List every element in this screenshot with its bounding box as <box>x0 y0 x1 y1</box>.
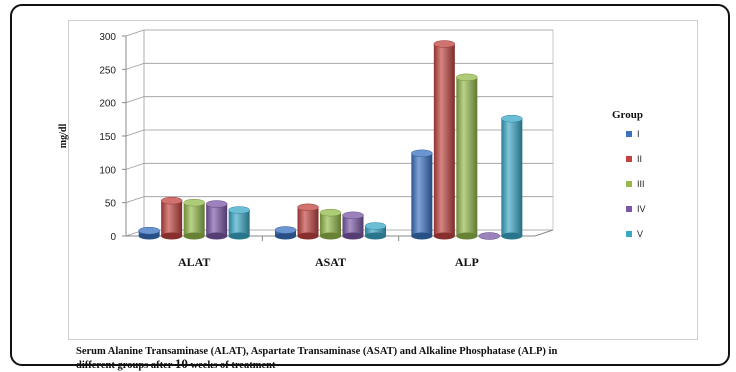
bar-top-ALAT-I <box>138 226 160 235</box>
y-tick-label: 50 <box>105 199 117 210</box>
bar-ALAT-V <box>228 210 250 236</box>
figure-caption: Serum Alanine Transaminase (ALAT), Aspar… <box>76 346 736 372</box>
bar-top-ALP-II <box>433 40 456 48</box>
bar-ALAT-III <box>183 202 205 236</box>
bar-base-ASAT-IV <box>342 232 364 240</box>
figure-frame: Serum Alanine Transaminase (ALAT), Aspar… <box>10 4 730 371</box>
bar-top-ALP-V <box>501 114 523 123</box>
legend-swatch-III <box>626 181 632 187</box>
bar-base-ALP-I <box>411 232 433 240</box>
y-tick-label: 0 <box>110 232 116 243</box>
bar-top-ALAT-II <box>160 196 183 205</box>
bar-ASAT-IV <box>342 215 364 236</box>
bar-ALP-V <box>501 118 523 236</box>
bar-ALP-I <box>411 153 433 236</box>
bar-base-ASAT-V <box>365 232 386 240</box>
bar-base-ALAT-I <box>138 232 160 240</box>
bar-base-ALAT-III <box>183 232 205 240</box>
legend-label-IV: IV <box>637 204 646 214</box>
gridline-side <box>125 29 145 37</box>
bar-base-ALP-V <box>501 232 523 240</box>
y-tick-label: 250 <box>99 65 116 76</box>
bar-top-ASAT-IV <box>342 211 364 220</box>
bar-top-ALP-I <box>411 149 433 158</box>
legend-label-I: I <box>637 129 640 139</box>
legend-swatch-V <box>626 231 632 237</box>
gridline-side <box>125 129 145 137</box>
caption-weeks-number: 10 <box>174 356 188 371</box>
bar-base-ALAT-IV <box>206 232 228 240</box>
caption-line-1: Serum Alanine Transaminase (ALAT), Aspar… <box>76 346 558 357</box>
caption-line-2: different groups after 10 weeks of treat… <box>76 356 736 372</box>
bar-top-ALP-IV <box>478 232 501 240</box>
legend-swatch-IV <box>626 206 632 212</box>
bar-top-ALAT-IV <box>205 200 228 208</box>
bar-base-ALAT-V <box>228 232 250 240</box>
caption-line-2-suffix: weeks of treatment <box>187 360 276 371</box>
legend-swatch-I <box>626 131 632 137</box>
y-tick-label: 100 <box>99 165 116 176</box>
chart-area-box <box>68 20 698 340</box>
gridline-side <box>125 162 145 170</box>
bar-base-ALP-III <box>456 232 478 240</box>
caption-line-2-prefix: different groups after <box>76 360 175 371</box>
bar-ASAT-III <box>320 212 341 236</box>
legend-title: Group <box>612 109 643 121</box>
bar-ALP-II <box>433 44 455 236</box>
floor-right-edge <box>534 229 554 237</box>
bar-ALP-III <box>456 77 478 236</box>
bar-base-ASAT-II <box>297 232 319 240</box>
bar-base-ASAT-I <box>275 232 296 240</box>
bar-ASAT-V <box>365 226 386 236</box>
gridline-side <box>125 96 145 104</box>
bar-top-ALP-III <box>456 73 478 82</box>
y-tick-label: 300 <box>99 32 116 43</box>
x-category-label: ASAT <box>315 255 346 269</box>
legend-label-III: III <box>637 179 645 189</box>
bar-ALAT-II <box>161 200 183 236</box>
gridline-side <box>125 196 145 204</box>
bar-top-ASAT-II <box>297 203 319 212</box>
y-tick-label: 200 <box>99 99 116 110</box>
bar-base-ALAT-II <box>161 232 183 240</box>
bar-base-ALP-II <box>433 232 455 240</box>
legend-label-V: V <box>637 229 643 239</box>
x-category-label: ALP <box>455 255 479 269</box>
gridline-side <box>125 62 145 70</box>
bar-top-ALAT-V <box>228 206 250 214</box>
x-category-label: ALAT <box>178 255 210 269</box>
bar-base-ASAT-III <box>320 232 341 240</box>
y-axis-label: mg/dl <box>58 124 69 149</box>
bar-ALAT-IV <box>206 204 228 236</box>
bar-top-ASAT-V <box>364 222 387 230</box>
legend-label-II: II <box>637 154 642 164</box>
y-tick-label: 150 <box>99 132 116 143</box>
legend-swatch-II <box>626 156 632 162</box>
bar-top-ASAT-I <box>274 226 297 234</box>
bar-ASAT-II <box>297 207 319 236</box>
bar-top-ASAT-III <box>319 208 342 217</box>
bar-top-ALAT-III <box>183 198 205 207</box>
